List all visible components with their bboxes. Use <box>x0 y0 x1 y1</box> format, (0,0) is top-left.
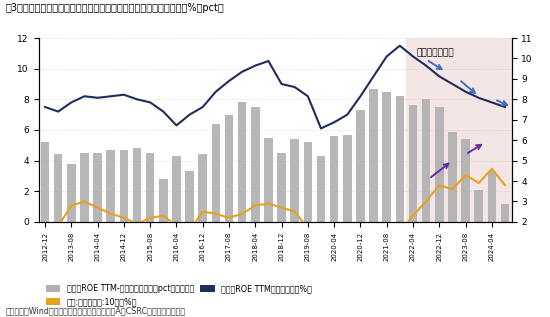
Text: 本轮美联储加息: 本轮美联储加息 <box>417 49 454 58</box>
Bar <box>264 138 273 222</box>
Legend: 制造业ROE TTM-美国十债收益率（pct）（右轴）, 美国:国债收益率:10年（%）, 制造业ROE TTM（整体法）（%）: 制造业ROE TTM-美国十债收益率（pct）（右轴）, 美国:国债收益率:10… <box>42 281 316 310</box>
Bar <box>94 153 102 222</box>
Text: 图3：美联储降息周期开启后，我国制造业投资回报或将提升（单位：%；pct）: 图3：美联储降息周期开启后，我国制造业投资回报或将提升（单位：%；pct） <box>6 3 224 13</box>
Bar <box>290 139 299 222</box>
Bar <box>343 135 351 222</box>
Bar <box>54 154 63 222</box>
Bar <box>107 150 115 222</box>
Bar <box>159 179 168 222</box>
Bar <box>199 154 207 222</box>
Bar <box>304 142 312 222</box>
Bar <box>461 139 470 222</box>
Bar <box>409 106 417 222</box>
Bar <box>238 102 246 222</box>
Bar <box>406 38 512 222</box>
Bar <box>172 156 181 222</box>
Bar <box>475 190 483 222</box>
Bar <box>41 142 50 222</box>
Bar <box>330 136 338 222</box>
Bar <box>212 124 220 222</box>
Bar <box>448 132 456 222</box>
Bar <box>500 204 509 222</box>
Bar <box>422 99 430 222</box>
Bar <box>435 107 443 222</box>
Bar <box>382 92 391 222</box>
Bar <box>120 150 128 222</box>
Bar <box>251 107 260 222</box>
Bar <box>356 110 365 222</box>
Bar <box>369 89 378 222</box>
Bar <box>395 96 404 222</box>
Bar <box>225 115 233 222</box>
Bar <box>277 153 286 222</box>
Bar <box>133 148 141 222</box>
Bar <box>317 156 325 222</box>
Bar <box>146 153 155 222</box>
Bar <box>487 171 496 222</box>
Bar <box>80 153 89 222</box>
Text: 数据来源：Wind、东吴证券研究所；制造业选用A股CSRC制造业历史成分股: 数据来源：Wind、东吴证券研究所；制造业选用A股CSRC制造业历史成分股 <box>6 307 186 315</box>
Bar <box>185 171 194 222</box>
Bar <box>67 164 75 222</box>
